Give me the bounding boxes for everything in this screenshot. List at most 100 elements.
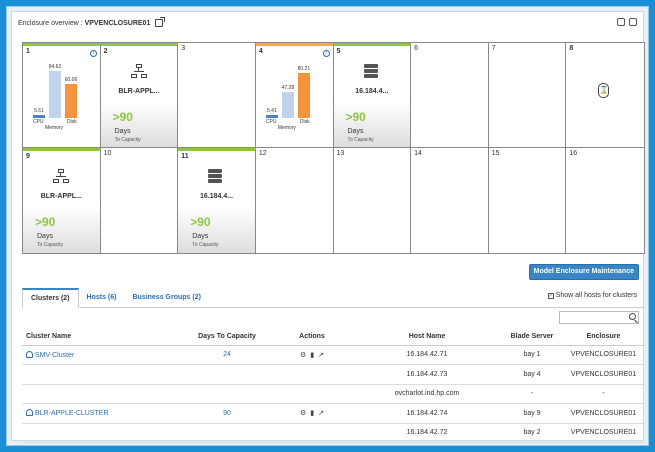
cpu-label: CPU — [265, 119, 277, 125]
days-value: >90 — [345, 110, 366, 124]
cell-actions: ⚙ ▮ ↗ — [272, 345, 352, 365]
model-maintenance-button[interactable]: Model Enclosure Maintenance — [528, 264, 639, 280]
panel-tools — [617, 18, 637, 26]
tab-clusters[interactable]: Clusters (2) — [22, 288, 79, 308]
col-cluster-name[interactable]: Cluster Name — [22, 328, 182, 346]
cell-days — [182, 364, 272, 385]
cluster-link[interactable]: BLR-APPLE-CLUSTER — [35, 410, 109, 418]
node-name[interactable]: 16.184.4... — [355, 88, 389, 95]
bay-number: 10 — [103, 150, 112, 157]
node-name[interactable]: BLR-APPL... — [40, 193, 82, 200]
clusters-table: Cluster Name Days To Capacity Actions Ho… — [22, 328, 645, 443]
cell-enclosure: - — [562, 384, 645, 404]
bay-number: 13 — [336, 150, 345, 157]
node-name[interactable]: BLR-APPL... — [118, 88, 160, 95]
show-all-hosts[interactable]: ✓ Show all hosts for clusters — [547, 292, 637, 299]
tab-bar: Clusters (2) Hosts (6) Business Groups (… — [22, 288, 645, 308]
memory-bar — [281, 91, 294, 118]
cell-cluster — [22, 423, 182, 443]
cluster-user-icon — [26, 409, 33, 417]
col-actions: Actions — [272, 328, 352, 346]
disk-bar — [65, 84, 77, 118]
bay-slot[interactable]: 9 BLR-APPL... >90 Days To Capacity — [23, 148, 101, 253]
days-value: >90 — [112, 110, 133, 124]
title-label: Enclosure overview : — [18, 19, 83, 27]
table-row: SMV-Cluster 24 ⚙ ▮ ↗ 16.184.42.71 bay 1 VP… — [22, 345, 645, 365]
col-enclosure[interactable]: Enclosure — [562, 328, 645, 346]
days-link[interactable]: 90 — [223, 409, 231, 417]
bay-number: 7 — [491, 45, 496, 52]
cell-days — [182, 384, 272, 404]
to-capacity-label: To Capacity — [347, 137, 374, 143]
cpu-bar — [33, 114, 45, 118]
cpu-label: CPU — [33, 119, 44, 125]
cluster-link[interactable]: SMV-Cluster — [35, 351, 75, 359]
search-input[interactable] — [559, 311, 639, 324]
panel-title: Enclosure overview : VPVENCLOSURE01 — [18, 16, 166, 30]
cell-days: 24 — [182, 345, 272, 365]
bay-slot[interactable]: 4 i 5.41 47.28 80.21 CPU Disk Memory — [255, 43, 334, 148]
external-link-icon[interactable] — [155, 17, 166, 27]
gear-icon[interactable]: ⚙ — [299, 351, 307, 359]
days-label: Days — [347, 128, 364, 135]
days-value: >90 — [35, 215, 56, 229]
bay-slot[interactable]: 5 16.184.4... >90 Days To Capacity — [333, 43, 412, 148]
cluster-icon — [53, 169, 69, 183]
info-icon[interactable]: i — [322, 50, 330, 57]
refresh-icon[interactable] — [629, 18, 637, 26]
tab-business-groups[interactable]: Business Groups (2) — [132, 294, 201, 301]
settings-icon[interactable] — [617, 18, 625, 26]
table-header-row: Cluster Name Days To Capacity Actions Ho… — [22, 328, 645, 346]
bay-slot[interactable]: 11 16.184.4... >90 Days To Capacity — [178, 148, 256, 253]
show-all-checkbox[interactable]: ✓ — [547, 292, 554, 299]
bar-chart-icon[interactable]: ▮ — [310, 351, 315, 359]
bay-slot: 3 — [178, 43, 256, 148]
memory-value: 47.28 — [281, 84, 295, 91]
resource-chart: 5.41 47.28 80.21 CPU Disk Memory — [262, 60, 324, 131]
to-capacity-label: To Capacity — [114, 137, 141, 143]
bay-number: 4 — [258, 48, 263, 55]
bay-slot: 7 — [488, 43, 567, 148]
info-icon[interactable]: i — [89, 50, 97, 57]
to-capacity-label: To Capacity — [37, 242, 64, 248]
col-days-to-capacity[interactable]: Days To Capacity — [182, 328, 272, 346]
cell-enclosure: VPVENCLOSURE01 — [562, 423, 645, 443]
enclosure-bay-grid: 1 i 5.61 84.62 60.06 CPU Disk Memory 2 BLR… — [22, 42, 645, 254]
cpu-value: 5.41 — [267, 108, 277, 114]
bay-slot: 14 — [411, 148, 489, 253]
col-host-name[interactable]: Host Name — [352, 328, 502, 346]
bay-slot: 12 — [255, 148, 334, 253]
bay-slot: 15 — [488, 148, 567, 253]
table-row: BLR-APPLE-CLUSTER 90 ⚙ ▮ ↗ 16.184.42.74 ba… — [22, 403, 645, 424]
cell-blade: bay 9 — [502, 403, 562, 424]
bay-number: 9 — [26, 153, 30, 160]
days-value: >90 — [190, 215, 211, 229]
disk-label: Disk — [299, 119, 310, 125]
bay-slot[interactable]: 1 i 5.61 84.62 60.06 CPU Disk Memory — [23, 43, 101, 148]
gear-icon[interactable]: ⚙ — [299, 410, 307, 418]
memory-bar — [49, 70, 61, 118]
trend-icon[interactable]: ↗ — [318, 351, 324, 359]
bay-slot: 6 — [411, 43, 489, 148]
cluster-icon — [130, 64, 147, 78]
bar-chart-icon[interactable]: ▮ — [310, 410, 315, 418]
bay-slot: 16 — [566, 148, 644, 253]
bay-slot[interactable]: 2 BLR-APPL... >90 Days To Capacity — [100, 43, 179, 148]
bay-number: 3 — [181, 45, 186, 52]
bay-number: 2 — [103, 48, 108, 55]
tab-hosts[interactable]: Hosts (6) — [86, 294, 117, 301]
disk-value: 80.21 — [297, 66, 311, 73]
app-frame: Enclosure overview : VPVENCLOSURE01 1 i 5… — [6, 6, 649, 446]
trend-icon[interactable]: ↗ — [318, 410, 324, 418]
col-blade-server[interactable]: Blade Server — [502, 328, 562, 346]
bay-slot[interactable]: 8 ⌛ — [566, 43, 644, 148]
search-icon[interactable] — [629, 313, 636, 320]
cell-host: 16.184.42.72 — [352, 423, 502, 443]
bay-slot: 13 — [333, 148, 412, 253]
cell-enclosure: VPVENCLOSURE01 — [562, 364, 645, 385]
cell-actions — [272, 384, 352, 404]
disk-bar — [297, 73, 310, 118]
node-name[interactable]: 16.184.4... — [200, 193, 234, 200]
show-all-label: Show all hosts for clusters — [555, 292, 637, 299]
days-link[interactable]: 24 — [223, 351, 231, 359]
